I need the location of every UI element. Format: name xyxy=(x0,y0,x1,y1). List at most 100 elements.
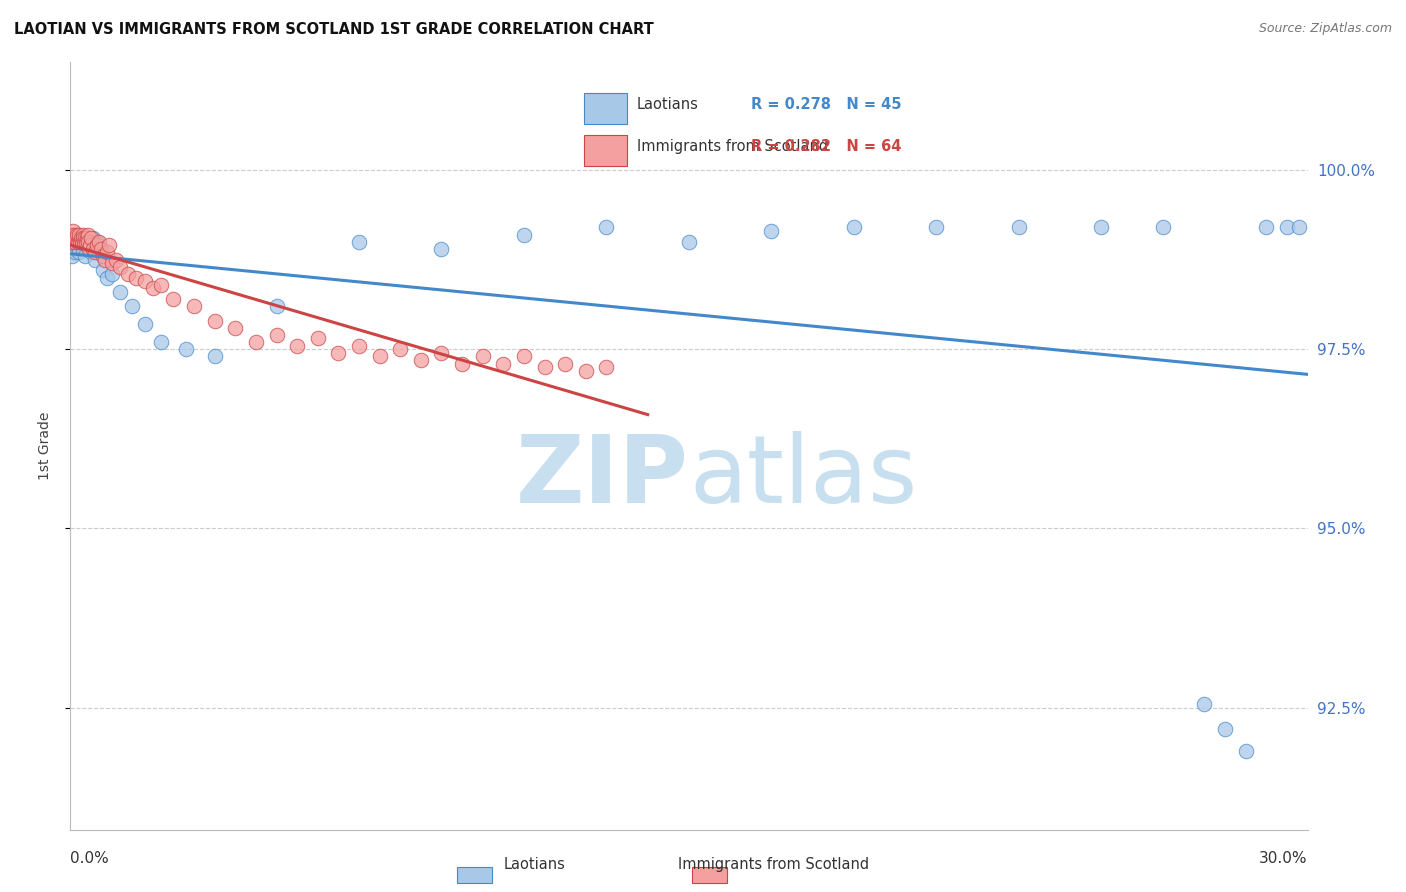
Point xyxy=(65,245,87,260)
Point xyxy=(100,267,122,281)
Point xyxy=(69,231,91,245)
Point xyxy=(84,252,107,267)
Point xyxy=(125,270,148,285)
Point xyxy=(62,235,84,249)
Point xyxy=(77,242,100,256)
Point xyxy=(1234,744,1257,758)
Point xyxy=(1090,220,1112,235)
Point xyxy=(89,235,111,249)
Point xyxy=(69,235,91,249)
Point xyxy=(82,231,104,245)
Point xyxy=(60,249,83,263)
Point xyxy=(72,227,94,242)
Point xyxy=(761,224,783,238)
Point xyxy=(66,227,89,242)
Text: R = 0.278   N = 45: R = 0.278 N = 45 xyxy=(751,97,901,112)
Point xyxy=(1275,220,1298,235)
Point xyxy=(67,231,90,245)
Point xyxy=(1288,220,1310,235)
Point xyxy=(65,238,87,252)
Point xyxy=(134,274,156,288)
Point xyxy=(492,357,515,371)
Point xyxy=(79,238,101,252)
Point xyxy=(471,350,494,364)
Point xyxy=(389,342,412,356)
Point xyxy=(70,231,93,245)
Point xyxy=(96,245,118,260)
Point xyxy=(204,313,226,327)
Point xyxy=(91,263,114,277)
Point xyxy=(77,235,100,249)
Point xyxy=(368,350,391,364)
Point xyxy=(925,220,948,235)
Text: Immigrants from Scotland: Immigrants from Scotland xyxy=(678,857,869,872)
Point xyxy=(595,360,617,375)
Text: R = 0.282   N = 64: R = 0.282 N = 64 xyxy=(751,139,901,154)
Point xyxy=(66,227,89,242)
Point xyxy=(409,353,432,368)
Point xyxy=(117,267,139,281)
Point xyxy=(76,227,98,242)
Point xyxy=(76,231,98,245)
Text: atlas: atlas xyxy=(689,431,917,523)
Point xyxy=(266,327,288,342)
Text: LAOTIAN VS IMMIGRANTS FROM SCOTLAND 1ST GRADE CORRELATION CHART: LAOTIAN VS IMMIGRANTS FROM SCOTLAND 1ST … xyxy=(14,22,654,37)
Text: 30.0%: 30.0% xyxy=(1260,851,1308,866)
Point xyxy=(63,227,86,242)
Point xyxy=(108,285,131,299)
Point xyxy=(84,245,107,260)
Point xyxy=(575,364,598,378)
Point xyxy=(142,281,165,295)
Point xyxy=(86,235,108,249)
Point xyxy=(430,242,453,256)
FancyBboxPatch shape xyxy=(583,136,627,166)
Point xyxy=(94,252,117,267)
Text: 0.0%: 0.0% xyxy=(70,851,110,866)
Point xyxy=(121,299,143,313)
Point xyxy=(678,235,700,249)
Point xyxy=(533,360,555,375)
Point xyxy=(595,220,617,235)
Point xyxy=(1256,220,1278,235)
Point xyxy=(76,238,98,252)
Text: Laotians: Laotians xyxy=(503,857,565,872)
Point xyxy=(91,249,114,263)
Point xyxy=(70,235,93,249)
Point xyxy=(245,334,267,349)
Text: Immigrants from Scotland: Immigrants from Scotland xyxy=(637,139,828,154)
Point xyxy=(82,242,104,256)
Point xyxy=(1194,697,1216,711)
Point xyxy=(1213,722,1236,736)
Point xyxy=(554,357,576,371)
Point xyxy=(80,245,103,260)
Point xyxy=(77,235,100,249)
Point xyxy=(108,260,131,274)
Point xyxy=(224,320,246,334)
Point xyxy=(62,224,84,238)
Point xyxy=(72,242,94,256)
Point xyxy=(60,235,83,249)
FancyBboxPatch shape xyxy=(583,93,627,124)
Point xyxy=(67,245,90,260)
Point xyxy=(842,220,865,235)
Point xyxy=(150,277,173,292)
Point xyxy=(90,242,112,256)
Point xyxy=(62,231,84,245)
Text: Source: ZipAtlas.com: Source: ZipAtlas.com xyxy=(1258,22,1392,36)
Point xyxy=(513,350,536,364)
Point xyxy=(104,252,127,267)
Point xyxy=(98,238,121,252)
Point xyxy=(100,256,122,270)
Point xyxy=(174,342,197,356)
Y-axis label: 1st Grade: 1st Grade xyxy=(38,412,52,480)
Point xyxy=(285,338,308,352)
Point xyxy=(66,235,89,249)
Point xyxy=(89,242,111,256)
Point xyxy=(328,346,350,360)
Point xyxy=(60,227,83,242)
Point xyxy=(1008,220,1031,235)
Point xyxy=(430,346,453,360)
Point xyxy=(204,350,226,364)
Point xyxy=(75,231,97,245)
Point xyxy=(347,235,370,249)
